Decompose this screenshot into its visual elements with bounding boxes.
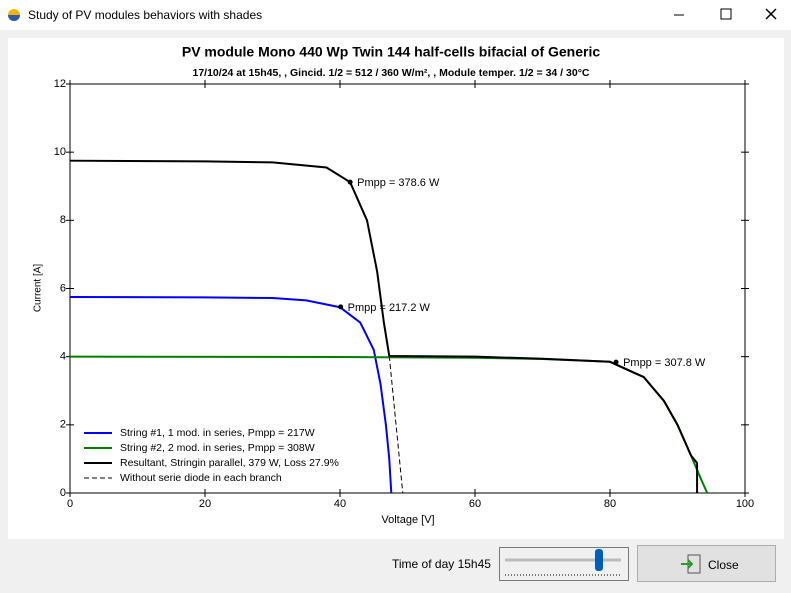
x-tick-label: 100 bbox=[736, 498, 754, 510]
close-icon bbox=[681, 554, 701, 574]
y-tick-label: 4 bbox=[60, 351, 66, 363]
chart: PV module Mono 440 Wp Twin 144 half-cell… bbox=[8, 38, 784, 539]
x-tick-label: 60 bbox=[469, 498, 481, 510]
x-tick-label: 20 bbox=[199, 498, 211, 510]
legend-label: Resultant, Stringin parallel, 379 W, Los… bbox=[120, 457, 339, 469]
window-controls[interactable] bbox=[651, 0, 791, 30]
series-line bbox=[69, 296, 393, 494]
legend-label: Without serie diode in each branch bbox=[120, 472, 282, 484]
series-line bbox=[69, 159, 699, 493]
title-bar: Study of PV modules behaviors with shade… bbox=[0, 0, 791, 30]
x-tick-label: 40 bbox=[334, 498, 346, 510]
y-tick-label: 6 bbox=[60, 282, 66, 294]
y-tick-label: 2 bbox=[60, 419, 66, 431]
pmpp-point bbox=[338, 304, 344, 310]
pmpp-point bbox=[347, 179, 353, 185]
time-slider[interactable] bbox=[499, 547, 629, 581]
app-icon bbox=[8, 9, 20, 21]
x-tick-label: 0 bbox=[67, 498, 73, 510]
legend-label: String #1, 1 mod. in series, Pmpp = 217W bbox=[120, 427, 315, 439]
x-axis-label: Voltage [V] bbox=[381, 514, 434, 526]
y-tick-label: 12 bbox=[54, 78, 66, 90]
slider-label: Time of day 15h45 bbox=[392, 557, 491, 571]
y-axis-label: Current [A] bbox=[33, 264, 44, 313]
chart-title: PV module Mono 440 Wp Twin 144 half-cell… bbox=[182, 44, 600, 60]
window-title: Study of PV modules behaviors with shade… bbox=[28, 8, 263, 22]
pmpp-label: Pmpp = 217.2 W bbox=[348, 302, 431, 314]
pmpp-point bbox=[613, 359, 619, 365]
series-line bbox=[388, 355, 404, 494]
pmpp-label: Pmpp = 378.6 W bbox=[357, 177, 440, 189]
pmpp-label: Pmpp = 307.8 W bbox=[623, 357, 706, 369]
y-tick-label: 8 bbox=[60, 214, 66, 226]
x-tick-label: 80 bbox=[604, 498, 616, 510]
chart-subtitle: 17/10/24 at 15h45, , Gincid. 1/2 = 512 /… bbox=[193, 67, 590, 79]
y-tick-label: 10 bbox=[54, 146, 66, 158]
y-tick-label: 0 bbox=[60, 487, 66, 499]
close-button[interactable]: Close bbox=[637, 545, 776, 582]
close-label: Close bbox=[708, 558, 739, 572]
legend-label: String #2, 2 mod. in series, Pmpp = 308W bbox=[120, 442, 315, 454]
